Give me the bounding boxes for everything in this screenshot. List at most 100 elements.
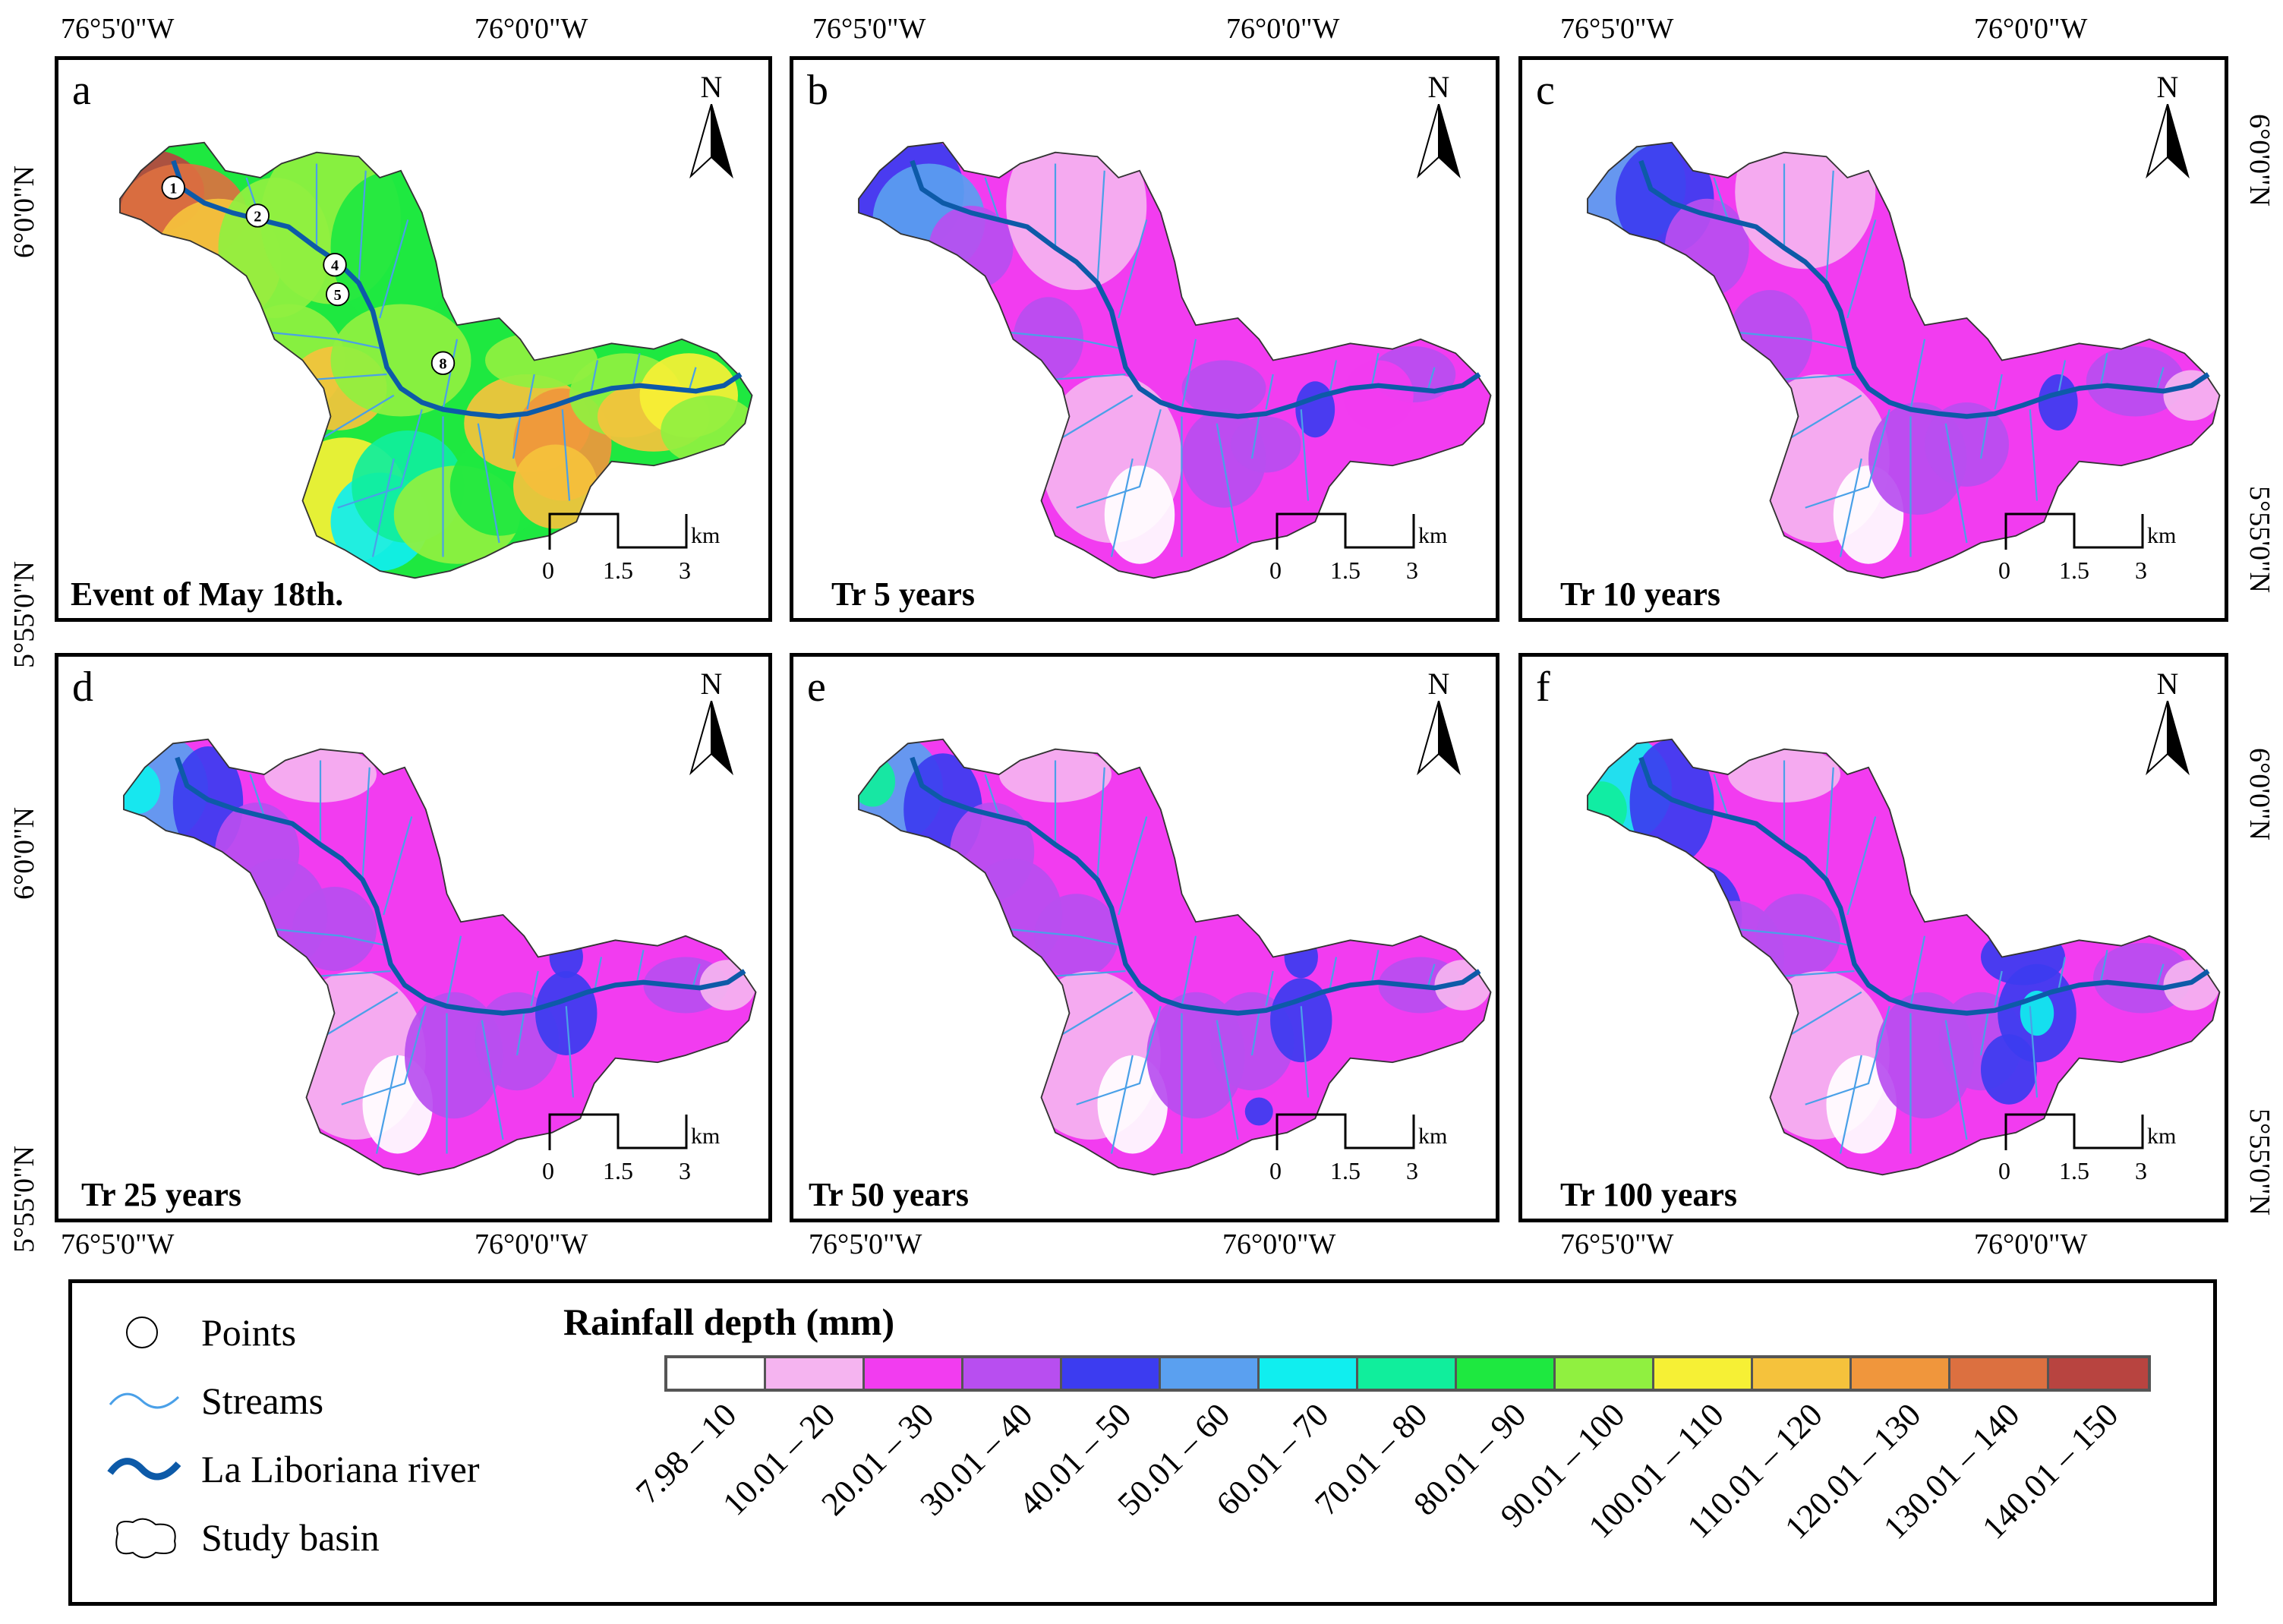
river-line bbox=[910, 159, 1481, 419]
basin-outline bbox=[1587, 738, 2221, 1176]
stream-line bbox=[358, 170, 367, 283]
north-arrow-icon: N bbox=[2141, 71, 2194, 184]
stream-line bbox=[632, 353, 641, 389]
stream-line bbox=[1250, 416, 1260, 459]
lon-label: 76°0'0"W bbox=[1222, 1228, 1336, 1260]
lat-label: 5°55'0"N bbox=[8, 561, 40, 668]
stream-line bbox=[2057, 360, 2067, 396]
rainfall-zone bbox=[661, 395, 752, 466]
rainfall-zone bbox=[292, 887, 377, 971]
rainfall-zone bbox=[2163, 370, 2220, 421]
scale-bar: km 0 1.5 3 bbox=[1269, 508, 1447, 591]
station-label: 8 bbox=[439, 356, 446, 373]
rainfall-class-swatch bbox=[1753, 1358, 1852, 1389]
river-line bbox=[910, 756, 1481, 1016]
stream-line bbox=[1805, 408, 1890, 509]
stream-line bbox=[271, 928, 389, 947]
lon-label: 76°0'0"W bbox=[1974, 1228, 2088, 1260]
stream-line bbox=[2029, 1006, 2039, 1098]
station-label: 4 bbox=[331, 257, 339, 274]
scale-tick-label: 0 bbox=[542, 557, 554, 584]
rainfall-color-bar bbox=[664, 1355, 2151, 1392]
stream-line bbox=[1846, 219, 1877, 319]
stream-line bbox=[2155, 367, 2165, 392]
station-point: 8 bbox=[430, 351, 456, 375]
stream-line bbox=[1061, 394, 1134, 439]
stream-line bbox=[267, 331, 385, 350]
basin-outline bbox=[1587, 141, 2221, 579]
scale-bar: km 0 1.5 3 bbox=[542, 508, 720, 591]
lat-label: 6°0'0"N bbox=[2244, 114, 2275, 207]
scale-unit: km bbox=[2147, 1124, 2177, 1149]
scale-tick-label: 3 bbox=[2135, 557, 2147, 584]
north-label: N bbox=[1427, 667, 1450, 701]
stream-line bbox=[1300, 409, 1310, 501]
stream-line bbox=[2057, 957, 2067, 992]
rainfall-zone bbox=[1981, 1034, 2037, 1105]
stream-line bbox=[1846, 816, 1877, 916]
scale-tick-label: 1.5 bbox=[1330, 557, 1361, 584]
rainfall-class-swatch bbox=[1161, 1358, 1260, 1389]
rainfall-zone bbox=[1231, 416, 1301, 473]
panel-letter: e bbox=[807, 664, 826, 711]
panel-letter: f bbox=[1536, 664, 1550, 711]
rainfall-zone bbox=[1657, 866, 1742, 964]
lat-label: 6°0'0"N bbox=[2244, 748, 2275, 840]
panel-title: Tr 25 years bbox=[81, 1176, 241, 1213]
lon-label: 76°5'0"W bbox=[61, 1228, 175, 1260]
north-arrow-icon: N bbox=[685, 667, 738, 781]
lon-label: 76°0'0"W bbox=[475, 1228, 588, 1260]
stream-line bbox=[1979, 1013, 1989, 1056]
north-label: N bbox=[1427, 70, 1450, 104]
basin-group bbox=[858, 141, 1492, 579]
stream-line bbox=[1909, 935, 1926, 1007]
river-line bbox=[175, 756, 746, 1016]
stream-line bbox=[1181, 935, 1197, 1007]
stream-line bbox=[1735, 928, 1853, 947]
lon-label: 76°5'0"W bbox=[809, 1228, 922, 1260]
legend-item-label: La Liboriana river bbox=[201, 1448, 480, 1490]
stream-line bbox=[1006, 331, 1124, 350]
panel-letter: a bbox=[72, 67, 91, 114]
stream-line bbox=[1006, 928, 1124, 947]
scale-tick-label: 1.5 bbox=[1330, 1157, 1361, 1184]
stream-line bbox=[2029, 409, 2039, 501]
river-line bbox=[1638, 159, 2210, 419]
stream-line bbox=[2099, 950, 2108, 985]
stream-line bbox=[1713, 177, 1730, 220]
basin-outline bbox=[858, 141, 1492, 579]
rainfall-zone bbox=[1588, 781, 1627, 838]
stream-line bbox=[1181, 339, 1197, 410]
stream-line bbox=[516, 1013, 525, 1056]
scale-tick-label: 3 bbox=[1406, 1157, 1418, 1184]
scale-unit: km bbox=[2147, 523, 2177, 548]
rainfall-zone bbox=[2038, 374, 2078, 430]
rainfall-zone bbox=[1343, 360, 1414, 430]
stream-line bbox=[323, 394, 395, 439]
stream-line bbox=[1216, 423, 1239, 544]
stream-line bbox=[446, 935, 462, 1007]
stream-line bbox=[1328, 360, 1338, 396]
stream-line bbox=[1118, 219, 1148, 319]
scale-bar: km 0 1.5 3 bbox=[1998, 508, 2176, 591]
stream-line bbox=[1096, 170, 1105, 283]
stream-line bbox=[526, 374, 535, 410]
stream-line bbox=[361, 767, 371, 880]
rainfall-zone bbox=[1270, 978, 1332, 1063]
lon-label: 76°5'0"W bbox=[61, 13, 175, 45]
north-arrow-icon: N bbox=[2141, 667, 2194, 781]
lat-label: 5°55'0"N bbox=[2244, 486, 2275, 593]
rainfall-zone bbox=[330, 304, 471, 417]
stream-line bbox=[1735, 331, 1853, 350]
stream-line-icon bbox=[109, 1392, 180, 1409]
rainfall-zone bbox=[1104, 465, 1175, 564]
scale-tick-label: 1.5 bbox=[2059, 1157, 2089, 1184]
scale-tick-label: 3 bbox=[2135, 1157, 2147, 1184]
stream-line bbox=[1994, 970, 2003, 1007]
rainfall-zone bbox=[1244, 1097, 1273, 1126]
rainfall-class-swatch bbox=[1950, 1358, 2049, 1389]
rainfall-class-swatch bbox=[766, 1358, 865, 1389]
scale-tick-label: 3 bbox=[1406, 557, 1418, 584]
